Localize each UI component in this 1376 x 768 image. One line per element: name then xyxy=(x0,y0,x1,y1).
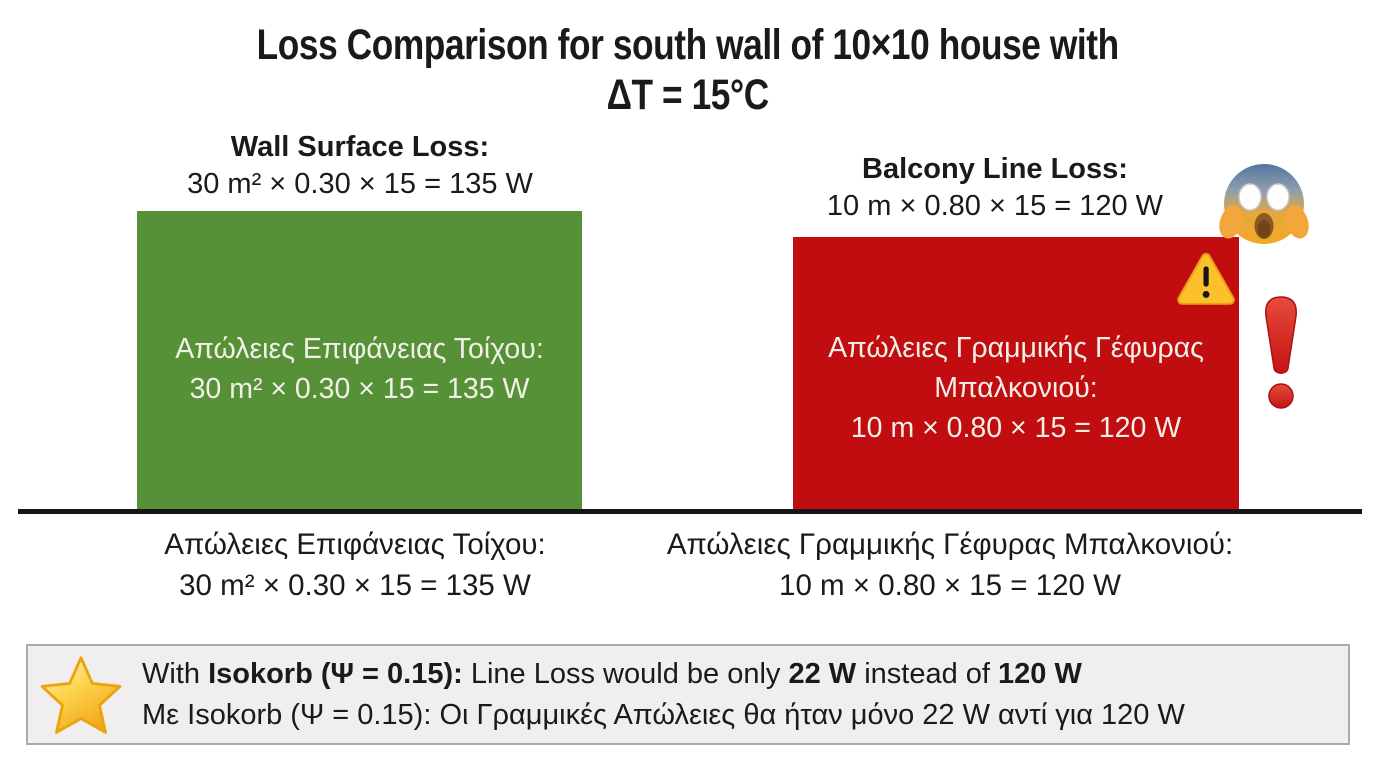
isokorb-note-banner: With Isokorb (Ψ = 0.15): Line Loss would… xyxy=(26,644,1350,745)
banner-line-greek: Με Isokorb (Ψ = 0.15): Οι Γραμμικές Απώλ… xyxy=(142,699,1185,731)
title-line2: ΔT = 15°C xyxy=(606,71,770,119)
warning-sign-icon xyxy=(1174,250,1238,306)
wall-axis-label: Απώλειες Επιφάνειας Τοίχου: 30 m² × 0.30… xyxy=(90,524,620,606)
wall-axis-label-line1: Απώλειες Επιφάνειας Τοίχου: xyxy=(164,528,546,561)
balcony-axis-label-line2: 10 m × 0.80 × 15 = 120 W xyxy=(779,569,1121,602)
balcony-axis-label-line1: Απώλειες Γραμμικής Γέφυρας Μπαλκονιού: xyxy=(666,528,1234,561)
wall-surface-bar: Απώλειες Επιφάνειας Τοίχου: 30 m² × 0.30… xyxy=(137,211,582,509)
star-icon xyxy=(38,653,124,739)
balcony-formula: 10 m × 0.80 × 15 = 120 W xyxy=(826,190,1164,222)
balcony-axis-label: Απώλειες Γραμμικής Γέφυρας Μπαλκονιού: 1… xyxy=(650,524,1250,606)
wall-bar-label-line1: Απώλειες Επιφάνειας Τοίχου: xyxy=(175,333,544,365)
banner-line-english: With Isokorb (Ψ = 0.15): Line Loss would… xyxy=(142,658,1082,690)
wall-axis-label-line2: 30 m² × 0.30 × 15 = 135 W xyxy=(179,569,531,602)
balcony-heading: Balcony Line Loss: 10 m × 0.80 × 15 = 12… xyxy=(755,151,1235,225)
balcony-heading-label: Balcony Line Loss: xyxy=(862,153,1128,185)
title-line1: Loss Comparison for south wall of 10×10 … xyxy=(256,21,1120,69)
banner-text: With Isokorb (Ψ = 0.15): Line Loss would… xyxy=(142,654,1338,736)
balcony-bar-label-line1: Απώλειες Γραμμικής Γέφυρας xyxy=(828,332,1204,364)
balcony-line-bar: Απώλειες Γραμμικής Γέφυρας Μπαλκονιού: 1… xyxy=(793,237,1239,509)
x-axis-line xyxy=(18,509,1362,514)
balcony-bar-label-line2: Μπαλκονιού: xyxy=(934,372,1098,404)
wall-surface-heading: Wall Surface Loss: 30 m² × 0.30 × 15 = 1… xyxy=(120,129,600,203)
balcony-bar-label-line3: 10 m × 0.80 × 15 = 120 W xyxy=(850,412,1182,444)
page-title: Loss Comparison for south wall of 10×10 … xyxy=(0,20,1376,120)
wall-surface-formula: 30 m² × 0.30 × 15 = 135 W xyxy=(187,168,533,200)
red-exclamation-icon xyxy=(1258,294,1304,412)
wall-surface-heading-label: Wall Surface Loss: xyxy=(230,131,490,163)
wall-bar-label-line2: 30 m² × 0.30 × 15 = 135 W xyxy=(189,373,530,405)
scream-face-icon xyxy=(1218,160,1310,256)
